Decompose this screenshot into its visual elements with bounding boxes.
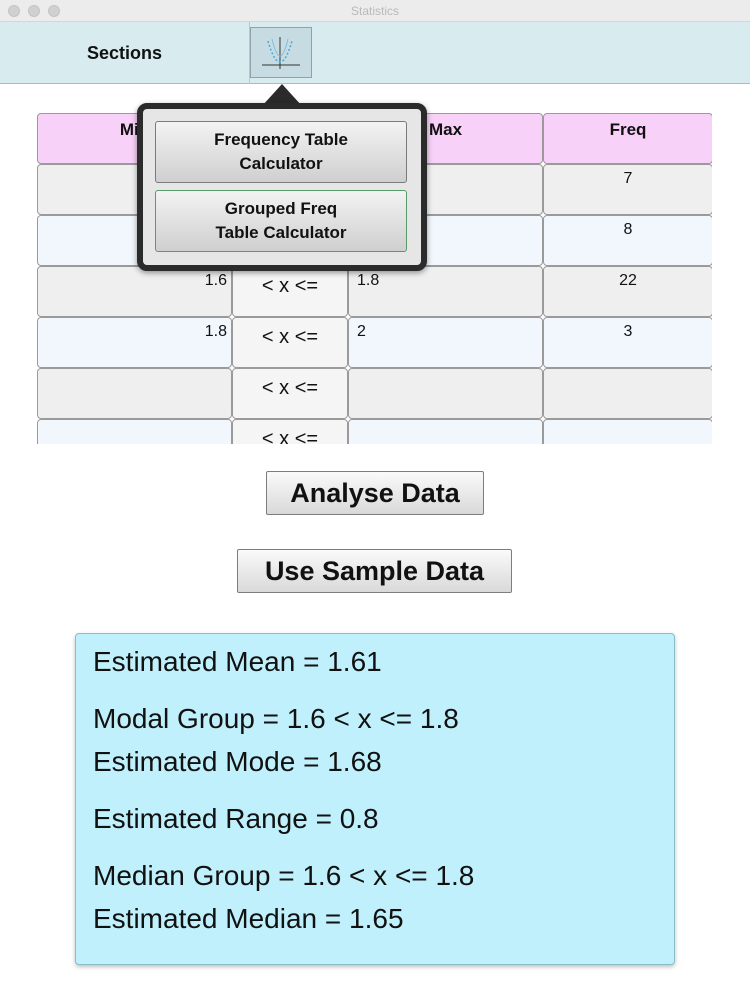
analyse-data-button[interactable]: Analyse Data <box>266 471 484 515</box>
graph-button[interactable] <box>250 27 312 78</box>
close-window-button[interactable] <box>8 5 20 17</box>
title-bar: Statistics <box>0 0 750 22</box>
header-freq: Freq <box>543 113 712 164</box>
frequency-table: Min Max Freq 7 8 1.6 < x <= 1.8 22 1.8 <… <box>37 113 712 444</box>
min-cell[interactable]: 1.6 <box>37 266 232 317</box>
popover-arrow <box>262 84 302 106</box>
zoom-window-button[interactable] <box>48 5 60 17</box>
estimated-range: Estimated Range = 0.8 <box>93 803 379 834</box>
freq-cell[interactable] <box>543 419 712 444</box>
calculator-popover: Frequency Table Calculator Grouped Freq … <box>137 103 427 271</box>
estimated-median: Estimated Median = 1.65 <box>93 903 404 934</box>
window-title: Statistics <box>350 4 399 18</box>
min-cell[interactable] <box>37 368 232 419</box>
max-cell[interactable]: 1.8 <box>348 266 543 317</box>
grouped-freq-table-calculator-button[interactable]: Grouped Freq Table Calculator <box>155 190 407 252</box>
results-panel: Estimated Mean = 1.61 Modal Group = 1.6 … <box>75 633 675 965</box>
modal-group: Modal Group = 1.6 < x <= 1.8 <box>93 703 459 734</box>
max-cell[interactable]: 2 <box>348 317 543 368</box>
min-cell[interactable] <box>37 419 232 444</box>
toolbar: Sections <box>0 22 750 84</box>
graph-icon <box>262 36 300 69</box>
freq-cell[interactable] <box>543 368 712 419</box>
median-group: Median Group = 1.6 < x <= 1.8 <box>93 860 475 891</box>
max-cell[interactable] <box>348 368 543 419</box>
min-cell[interactable]: 1.8 <box>37 317 232 368</box>
sections-button[interactable]: Sections <box>0 22 250 84</box>
operator-cell: < x <= <box>232 266 348 317</box>
operator-cell: < x <= <box>232 419 348 444</box>
freq-cell[interactable]: 22 <box>543 266 712 317</box>
minimize-window-button[interactable] <box>28 5 40 17</box>
operator-cell: < x <= <box>232 368 348 419</box>
use-sample-data-button[interactable]: Use Sample Data <box>237 549 512 593</box>
max-cell[interactable] <box>348 419 543 444</box>
freq-cell[interactable]: 3 <box>543 317 712 368</box>
estimated-mean: Estimated Mean = 1.61 <box>93 646 382 677</box>
estimated-mode: Estimated Mode = 1.68 <box>93 746 382 777</box>
frequency-table-calculator-button[interactable]: Frequency Table Calculator <box>155 121 407 183</box>
freq-cell[interactable]: 8 <box>543 215 712 266</box>
operator-cell: < x <= <box>232 317 348 368</box>
freq-cell[interactable]: 7 <box>543 164 712 215</box>
